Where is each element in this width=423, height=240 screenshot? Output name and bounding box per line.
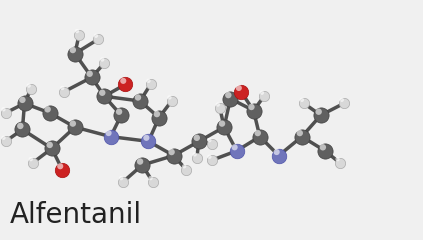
Point — [71, 125, 78, 129]
Point — [145, 139, 152, 143]
Point — [69, 48, 76, 52]
Point — [181, 164, 187, 168]
Point — [118, 176, 124, 180]
Point — [137, 160, 143, 163]
Point — [115, 110, 122, 114]
Point — [156, 116, 162, 120]
Point — [135, 96, 141, 99]
Point — [71, 52, 78, 55]
Point — [57, 164, 63, 168]
Point — [254, 131, 261, 135]
Point — [95, 37, 102, 41]
Point — [47, 143, 53, 147]
Point — [321, 149, 328, 153]
Point — [88, 75, 95, 79]
Point — [238, 90, 244, 93]
Point — [341, 102, 347, 105]
Point — [206, 155, 213, 159]
Point — [25, 84, 32, 88]
Point — [86, 72, 93, 76]
Point — [145, 79, 152, 83]
Point — [338, 98, 345, 102]
Point — [147, 176, 154, 180]
Point — [0, 108, 7, 111]
Point — [154, 112, 160, 116]
Point — [214, 103, 221, 107]
Point — [21, 102, 28, 105]
Point — [275, 154, 282, 157]
Point — [193, 136, 200, 140]
Point — [183, 168, 190, 172]
Point — [334, 157, 341, 161]
Point — [76, 33, 82, 36]
Point — [107, 135, 114, 138]
Point — [336, 161, 343, 165]
Point — [248, 105, 255, 109]
Point — [256, 135, 263, 138]
Point — [219, 122, 225, 126]
Point — [99, 91, 106, 95]
Point — [168, 150, 175, 154]
Point — [48, 147, 55, 150]
Point — [105, 131, 112, 135]
Point — [315, 110, 322, 114]
Point — [27, 87, 34, 91]
Point — [99, 58, 106, 61]
Point — [319, 145, 326, 149]
Point — [208, 142, 215, 146]
Text: Alfentanil: Alfentanil — [10, 201, 142, 229]
Point — [299, 98, 305, 102]
Point — [236, 86, 242, 90]
Point — [122, 83, 129, 86]
Point — [273, 150, 280, 154]
Point — [193, 156, 200, 160]
Point — [30, 161, 36, 165]
Point — [27, 157, 34, 161]
Point — [120, 180, 126, 184]
Point — [2, 139, 9, 143]
Point — [301, 102, 308, 105]
Point — [93, 34, 99, 38]
Point — [2, 111, 9, 115]
Point — [191, 152, 198, 156]
Point — [59, 168, 66, 172]
Point — [231, 145, 238, 149]
Point — [208, 158, 215, 162]
Point — [19, 98, 26, 102]
Point — [299, 135, 305, 138]
Point — [149, 180, 156, 184]
Point — [297, 131, 303, 135]
Point — [143, 136, 150, 140]
Point — [19, 128, 26, 132]
Point — [250, 108, 257, 112]
Point — [258, 91, 265, 95]
Point — [0, 136, 7, 140]
Point — [118, 113, 124, 117]
Point — [170, 154, 177, 157]
Point — [225, 93, 232, 97]
Point — [101, 94, 108, 98]
Point — [166, 96, 173, 99]
Point — [233, 149, 240, 153]
Point — [17, 124, 24, 128]
Point — [59, 86, 66, 90]
Point — [261, 94, 267, 98]
Point — [120, 79, 126, 83]
Point — [101, 61, 108, 65]
Point — [168, 99, 175, 103]
Point — [317, 113, 324, 117]
Point — [147, 83, 154, 86]
Point — [195, 139, 202, 143]
Point — [47, 111, 53, 115]
Point — [61, 90, 68, 93]
Point — [139, 163, 146, 167]
Point — [44, 108, 51, 111]
Point — [206, 138, 213, 142]
Point — [69, 122, 76, 126]
Point — [217, 106, 223, 110]
Point — [227, 97, 234, 101]
Point — [137, 99, 143, 103]
Point — [74, 29, 80, 33]
Point — [221, 125, 228, 129]
